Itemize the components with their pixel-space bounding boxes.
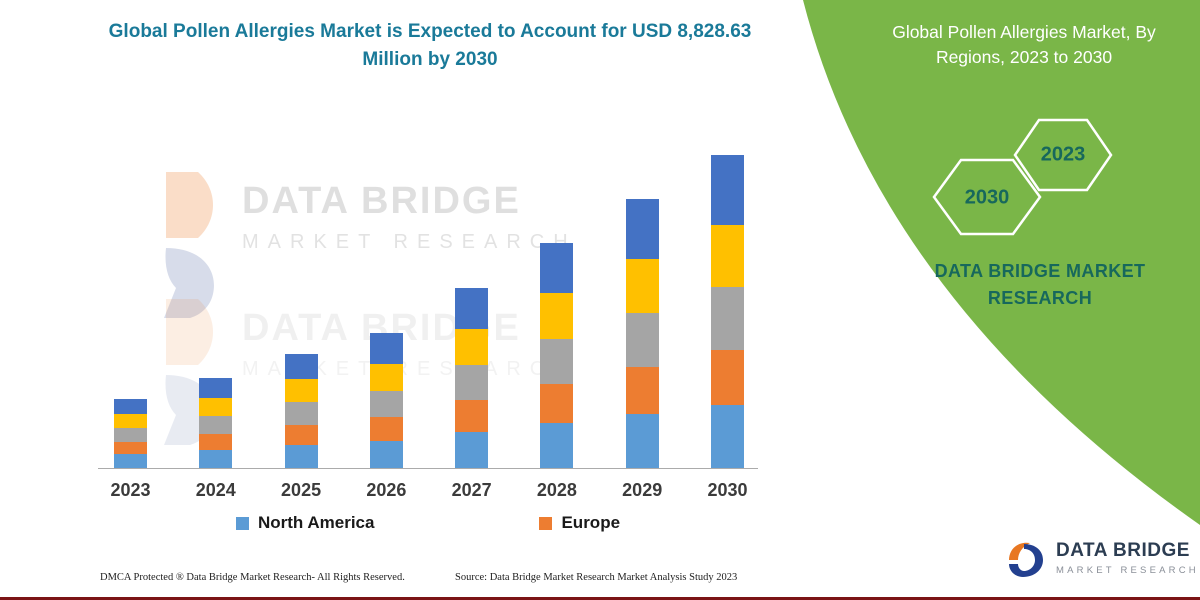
bar-segment (540, 423, 574, 468)
stacked-bar-2024 (199, 377, 233, 468)
bar-segment (455, 288, 489, 329)
bar-plot (114, 153, 744, 468)
x-tick-label: 2025 (281, 480, 322, 500)
bar-segment (369, 390, 403, 418)
x-tick-label: 2029 (622, 480, 663, 500)
legend-label: Europe (561, 513, 621, 532)
legend-label: North America (257, 513, 375, 532)
stacked-bar-2023 (114, 398, 147, 468)
bar-segment (540, 242, 574, 294)
bar-segment (199, 398, 233, 417)
bar-segment (284, 425, 318, 446)
bar-segment (625, 414, 659, 468)
legend-item-europe: Europe (539, 513, 620, 533)
bar-segment (284, 445, 318, 468)
bar-segment (455, 400, 489, 433)
year-hexagons: 2030 2023 (920, 112, 1130, 244)
x-axis-labels: 2023 2024 2025 2026 2027 2028 2029 2030 (110, 480, 748, 501)
chart-title: Global Pollen Allergies Market is Expect… (108, 21, 752, 70)
bar-segment (625, 198, 659, 260)
databridge-logo-icon (1009, 542, 1043, 577)
bar-segment (710, 349, 744, 406)
bar-segment (114, 454, 147, 468)
databridge-logo-text: DATA BRIDGE MARKET RESEARCH (1056, 540, 1199, 576)
hexagon-year-2023: 2023 (1040, 143, 1086, 166)
bar-segment (114, 428, 147, 443)
x-tick-label: 2028 (536, 480, 577, 500)
databridge-logo: DATA BRIDGE MARKET RESEARCH (1002, 536, 1199, 580)
bar-segment (199, 377, 233, 399)
chart-legend: North America Europe (100, 513, 756, 533)
bar-segment (625, 366, 659, 415)
stacked-bar-2025 (284, 353, 318, 468)
bar-segment (710, 287, 744, 350)
bottom-divider (0, 597, 1200, 600)
legend-swatch (539, 516, 553, 530)
bar-segment (625, 259, 659, 313)
hexagon-outlines (932, 118, 1113, 236)
bar-segment (369, 332, 403, 364)
bar-segment (369, 441, 403, 468)
bar-segment (199, 416, 233, 435)
x-tick-label: 2024 (195, 480, 236, 500)
bar-segment (114, 398, 147, 415)
bar-segment (625, 312, 659, 367)
stacked-bar-2027 (455, 288, 489, 468)
x-tick-label: 2023 (110, 480, 151, 500)
bar-segment (284, 379, 318, 403)
bar-segment (284, 402, 318, 426)
bar-segment (455, 432, 489, 468)
stacked-bar-2028 (540, 242, 574, 468)
bar-segment (710, 155, 744, 225)
bar-segment (710, 224, 744, 288)
legend-swatch (235, 516, 249, 530)
hexagon-year-2030: 2030 (964, 186, 1010, 209)
bar-segment (199, 434, 233, 451)
x-tick-label: 2030 (707, 480, 748, 500)
bar-segment (710, 405, 744, 468)
bar-segment (540, 383, 574, 424)
stacked-bar-2030 (710, 155, 744, 468)
dmca-notice: DMCA Protected ® Data Bridge Market Rese… (100, 572, 405, 583)
logo-subtitle: MARKET RESEARCH (1056, 565, 1199, 576)
bar-segment (540, 293, 574, 339)
stacked-bar-2029 (625, 198, 659, 468)
bar-segment (114, 414, 147, 429)
source-note: Source: Data Bridge Market Research Mark… (455, 572, 738, 583)
bar-segment (199, 450, 233, 468)
bar-segment (284, 353, 318, 380)
x-tick-label: 2027 (451, 480, 492, 500)
x-tick-label: 2026 (366, 480, 407, 500)
x-axis (98, 468, 758, 469)
bar-segment (455, 364, 489, 401)
bar-segment (540, 338, 574, 384)
logo-name: DATA BRIDGE (1056, 540, 1190, 561)
side-panel-brand: DATA BRIDGE MARKET RESEARCH (934, 261, 1146, 308)
side-panel-title: Global Pollen Allergies Market, By Regio… (892, 22, 1156, 68)
bar-segment (369, 363, 403, 391)
bar-segment (114, 442, 147, 455)
stacked-bar-2026 (369, 332, 403, 468)
legend-item-north-america: North America (235, 513, 375, 533)
bar-segment (369, 417, 403, 442)
bar-segment (455, 328, 489, 365)
